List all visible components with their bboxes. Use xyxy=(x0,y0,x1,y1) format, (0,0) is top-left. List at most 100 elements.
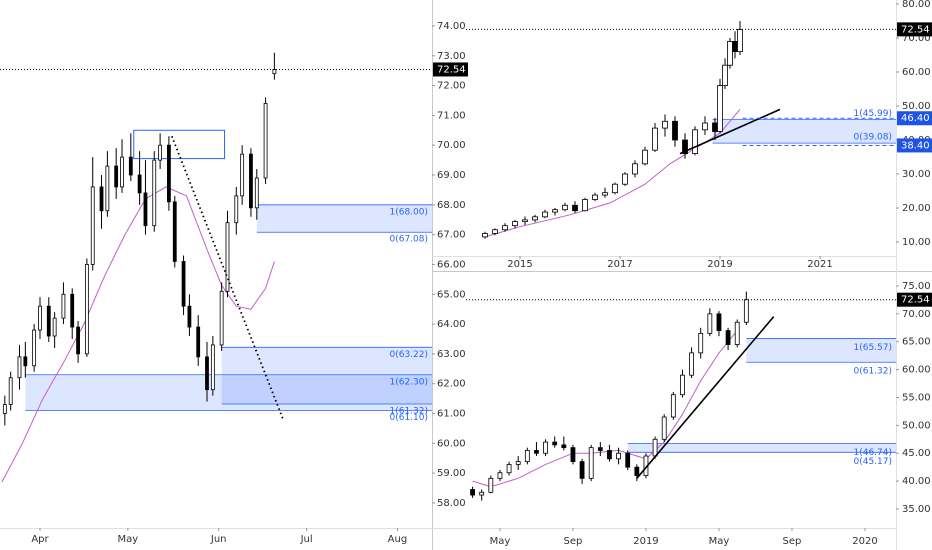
candle-body xyxy=(524,450,530,462)
x-tick-label: May xyxy=(118,534,139,545)
candle-body xyxy=(502,225,508,231)
candle-body xyxy=(734,321,740,345)
candle-body xyxy=(479,491,485,496)
candle-body xyxy=(737,28,743,53)
candle-body xyxy=(32,329,37,367)
candle-body xyxy=(602,192,608,196)
candle-body xyxy=(562,204,568,211)
x-tick-label: May xyxy=(709,536,730,547)
trendline xyxy=(170,135,285,420)
x-tick-label: 2015 xyxy=(507,259,532,270)
candle-body xyxy=(152,159,157,227)
candle-body xyxy=(52,317,57,337)
candle-body xyxy=(128,156,133,176)
candle-body xyxy=(672,120,678,141)
candle-body xyxy=(205,356,209,391)
x-tick-label: Jun xyxy=(210,534,227,545)
price-tag-label: 46.40 xyxy=(901,113,930,124)
candle-body xyxy=(616,452,621,460)
candle-body xyxy=(225,222,230,292)
candle-body xyxy=(532,216,538,221)
x-tick-label: May xyxy=(490,536,511,547)
last-price-label: 72.54 xyxy=(901,295,930,306)
x-tick-label: 2020 xyxy=(852,536,877,547)
candle-body xyxy=(99,186,104,212)
y-tick-label: 61.00 xyxy=(437,409,466,420)
candle-body xyxy=(120,156,124,188)
candle-body xyxy=(579,461,585,479)
candle-body xyxy=(70,293,75,328)
candle-body xyxy=(492,229,498,234)
candle-body xyxy=(105,165,110,212)
candle-body xyxy=(717,85,723,132)
candle-body xyxy=(612,183,618,194)
fib-label: 1(65.57) xyxy=(853,343,892,353)
y-tick-label: 60.00 xyxy=(902,365,931,376)
candle-body xyxy=(76,326,80,355)
candle-body xyxy=(482,233,488,238)
y-tick-label: 73.00 xyxy=(437,51,466,62)
candle-body xyxy=(172,201,177,262)
candle-body xyxy=(588,447,594,479)
candle-body xyxy=(46,305,51,337)
fib-zone xyxy=(25,374,432,411)
candle-body xyxy=(634,466,640,476)
y-tick-label: 50.00 xyxy=(902,101,931,112)
candle-body xyxy=(743,299,749,323)
candle-body xyxy=(642,149,648,165)
candle-body xyxy=(61,293,66,319)
x-tick-label: Apr xyxy=(31,534,49,545)
x-tick-label: Sep xyxy=(783,536,802,547)
y-tick-label: 59.00 xyxy=(437,468,466,479)
last-price-label: 72.54 xyxy=(437,64,466,75)
y-tick-label: 65.00 xyxy=(902,337,931,348)
candle-body xyxy=(90,186,95,265)
candle-body xyxy=(570,447,576,462)
candle-body xyxy=(542,211,548,218)
x-tick-label: 2017 xyxy=(607,259,632,270)
candle-body xyxy=(607,450,612,460)
candle-body xyxy=(725,330,731,345)
candle-body xyxy=(497,472,503,479)
candle-body xyxy=(689,352,694,376)
candle-body xyxy=(712,122,718,132)
candle-body xyxy=(158,144,163,161)
fib-zone xyxy=(746,338,896,363)
y-tick-label: 40.00 xyxy=(902,476,931,487)
candle-body xyxy=(114,165,119,188)
candle-body xyxy=(263,103,268,179)
fib-label: 1(61.32) xyxy=(389,406,428,416)
last-price-tag xyxy=(897,22,932,37)
candle-body xyxy=(167,144,171,203)
y-tick-label: 62.00 xyxy=(437,379,466,390)
candle-body xyxy=(652,438,658,457)
y-tick-label: 70.00 xyxy=(902,309,931,320)
y-tick-label: 30.00 xyxy=(902,169,931,180)
candle-body xyxy=(625,452,631,468)
fib-label: 1(46.74) xyxy=(853,448,892,458)
trendline xyxy=(679,108,781,155)
x-tick-label: Sep xyxy=(564,536,583,547)
candle-body xyxy=(543,441,548,454)
fib-label: 1(62.30) xyxy=(389,377,428,387)
x-tick-label: Jul xyxy=(300,534,313,545)
candle-body xyxy=(582,199,588,212)
candle-body xyxy=(249,153,253,209)
y-tick-label: 71.00 xyxy=(437,110,466,121)
fib-zone xyxy=(712,119,896,144)
candle-body xyxy=(23,356,28,367)
x-tick-label: Aug xyxy=(388,534,408,545)
candle-body xyxy=(572,204,578,212)
candle-body xyxy=(692,129,698,155)
x-tick-label: 2021 xyxy=(807,259,832,270)
fib-label: 0(61.10) xyxy=(389,413,428,423)
candle-body xyxy=(622,173,628,185)
candle-body xyxy=(38,305,42,331)
last-price-tag xyxy=(433,62,468,77)
fib-label: 0(45.17) xyxy=(853,457,892,467)
candle-body xyxy=(210,344,215,391)
y-tick-label: 63.00 xyxy=(437,349,466,360)
y-tick-label: 35.00 xyxy=(902,504,931,515)
candle-body xyxy=(552,441,558,446)
y-tick-label: 74.00 xyxy=(437,21,466,32)
